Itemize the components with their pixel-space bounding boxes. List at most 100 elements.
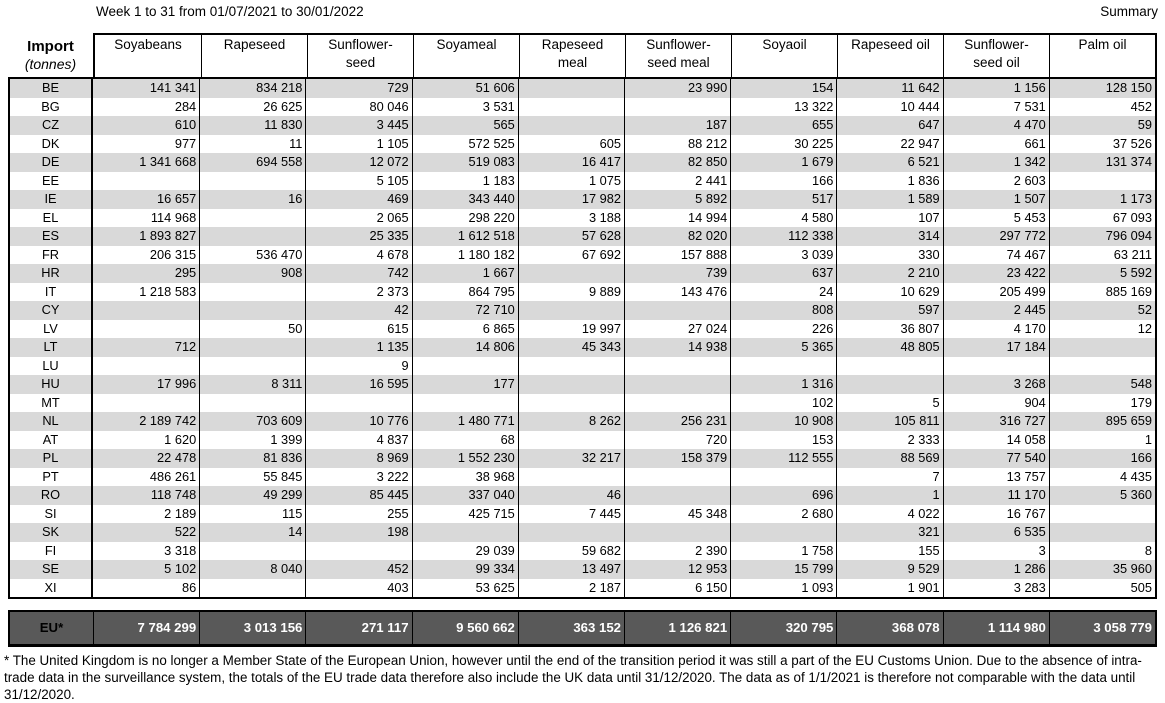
value-cell: 908	[199, 264, 305, 283]
value-cell: 4 678	[305, 245, 411, 264]
value-cell: 158 379	[623, 449, 730, 468]
value-cell: 1 180 182	[411, 245, 518, 264]
value-cell: 8 040	[199, 560, 305, 579]
value-cell: 15 799	[730, 560, 836, 579]
value-cell: 486 261	[149, 468, 197, 484]
value-cell: 198	[305, 523, 411, 542]
value-cell: 26 625	[199, 97, 305, 116]
column-header: Soyameal	[413, 35, 519, 77]
value-cell: 519 083	[411, 153, 518, 172]
value-cell	[93, 394, 199, 413]
value-cell: 36 807	[836, 319, 942, 338]
value-cell	[199, 208, 305, 227]
value-cell: 4 837	[305, 430, 411, 449]
value-cell: 11 830	[199, 116, 305, 135]
value-cell	[305, 393, 411, 412]
value-cell: 895 659	[1048, 412, 1155, 431]
value-cell: 2 210	[836, 264, 942, 283]
value-cell	[1048, 504, 1155, 523]
value-cell: 661	[942, 134, 1049, 153]
value-cell	[93, 301, 199, 320]
table-row: PT 486 261 55 845 3 222 38 968 7 13 757 4 435	[10, 467, 1155, 486]
value-cell: 141 341	[149, 80, 197, 95]
value-cell: 12	[1048, 319, 1155, 338]
value-cell	[623, 301, 730, 320]
value-cell: 226	[730, 319, 836, 338]
value-cell: 46	[517, 486, 624, 505]
value-cell: 1 612 518	[411, 227, 518, 246]
value-cell: 131 374	[1048, 153, 1155, 172]
value-cell: 548	[1048, 375, 1155, 394]
country-label: LT	[10, 338, 93, 357]
value-cell: 105 811	[836, 412, 942, 431]
value-cell	[942, 356, 1049, 375]
value-cell: 1 901	[836, 578, 942, 597]
country-label: MT	[10, 393, 93, 412]
import-summary-table: Import (tonnes) Soyabeans Rapeseed Sunflow…	[8, 33, 1157, 647]
value-cell: 14	[199, 523, 305, 542]
value-cell: 82 850	[623, 153, 730, 172]
import-label: Import	[27, 38, 74, 56]
country-label: PT	[10, 467, 93, 486]
value-cell: 885 169	[1048, 282, 1155, 301]
value-cell: 206 315	[149, 246, 197, 262]
value-cell: 403	[305, 578, 411, 597]
report-title: Week 1 to 31 from 01/07/2021 to 30/01/20…	[96, 4, 364, 19]
value-cell: 35 960	[1048, 560, 1155, 579]
value-cell: 3 318	[164, 542, 197, 558]
value-cell: 13 757	[942, 467, 1049, 486]
value-cell	[517, 97, 624, 116]
value-cell	[517, 393, 624, 412]
table-row: SE 5 102 8 040 452 99 334 13 497 12 953 15 799 9…	[10, 560, 1155, 579]
value-cell: 38 968	[411, 467, 518, 486]
table-row: FR 206 315 536 470 4 678 1 180 182 67 692 157 …	[10, 245, 1155, 264]
value-cell: 6 865	[411, 319, 518, 338]
value-cell: 6 150	[623, 578, 730, 597]
value-cell: 703 609	[199, 412, 305, 431]
country-label: RO	[10, 486, 93, 505]
country-label: FI	[10, 541, 93, 560]
value-cell: 536 470	[199, 245, 305, 264]
value-cell: 1 480 771	[411, 412, 518, 431]
value-cell: 1 093	[730, 578, 836, 597]
value-cell: 7 531	[942, 97, 1049, 116]
value-cell: 597	[836, 301, 942, 320]
value-cell	[730, 523, 836, 542]
value-cell: 255	[305, 504, 411, 523]
table-body: BE 141 341 834 218 729 51 606 23 990 154 11 642…	[8, 77, 1157, 599]
value-cell: 166	[1048, 449, 1155, 468]
value-cell	[623, 375, 730, 394]
value-cell: 3 445	[305, 116, 411, 135]
value-cell: 1 341 668	[139, 154, 197, 169]
value-cell	[623, 356, 730, 375]
value-cell: 1 552 230	[411, 449, 518, 468]
table-row: ES 1 893 827 25 335 1 612 518 57 628 82 020 11…	[10, 227, 1155, 246]
value-cell: 298 220	[411, 208, 518, 227]
value-cell	[199, 171, 305, 190]
table-row: PL 22 478 81 836 8 969 1 552 230 32 217 158 37…	[10, 449, 1155, 468]
spacer	[8, 599, 1157, 610]
value-cell: 166	[730, 171, 836, 190]
value-cell	[730, 356, 836, 375]
table-row: EL 114 968 2 065 298 220 3 188 14 994 4 580 107…	[10, 208, 1155, 227]
value-cell: 10 444	[836, 97, 942, 116]
value-cell: 1 589	[836, 190, 942, 209]
value-cell: 24	[730, 282, 836, 301]
value-cell: 452	[305, 560, 411, 579]
value-cell: 297 772	[942, 227, 1049, 246]
eu-total-value: 363 152	[517, 612, 624, 644]
column-header: Rapeseed oil	[837, 35, 943, 77]
value-cell: 3	[942, 541, 1049, 560]
value-cell: 155	[836, 541, 942, 560]
value-cell	[730, 467, 836, 486]
value-cell	[1048, 356, 1155, 375]
value-cell: 742	[305, 264, 411, 283]
value-cell	[199, 227, 305, 246]
value-cell: 1 342	[942, 153, 1049, 172]
value-cell: 29 039	[411, 541, 518, 560]
value-cell: 2 441	[623, 171, 730, 190]
value-cell: 5 105	[305, 171, 411, 190]
country-label: BG	[10, 97, 93, 116]
value-cell: 295	[174, 265, 197, 280]
value-cell: 68	[411, 430, 518, 449]
